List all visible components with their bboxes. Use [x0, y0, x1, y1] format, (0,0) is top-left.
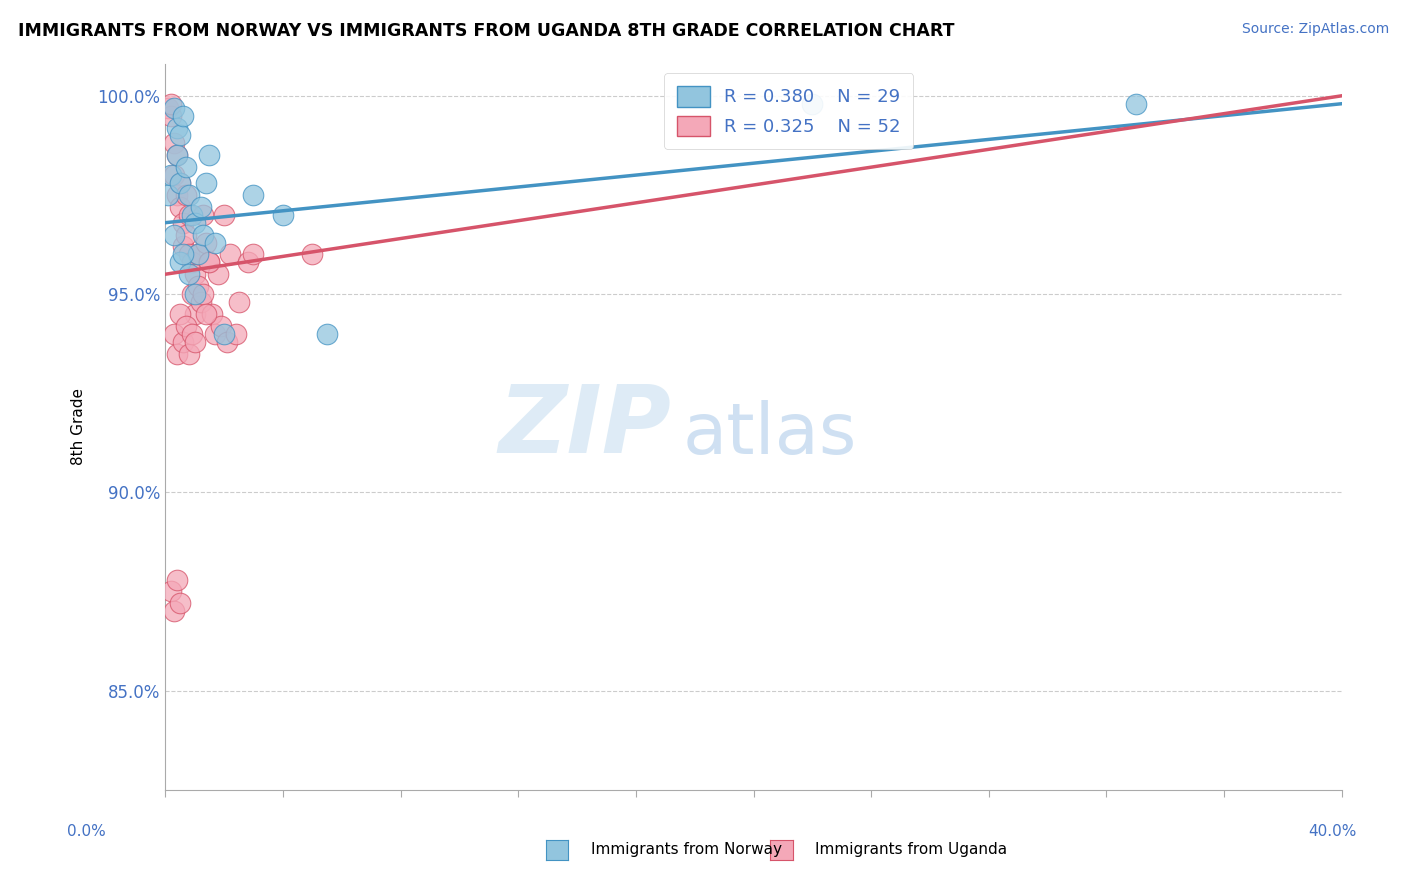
Text: Immigrants from Uganda: Immigrants from Uganda: [815, 842, 1008, 856]
Point: [163, 604, 186, 618]
Point: [169, 200, 191, 214]
Point: [163, 136, 186, 151]
Point: [271, 208, 294, 222]
Point: [157, 188, 180, 202]
Point: [190, 295, 212, 310]
Text: ZIP: ZIP: [498, 381, 671, 473]
Text: 40.0%: 40.0%: [1309, 824, 1357, 839]
Point: [172, 247, 194, 261]
Point: [163, 227, 186, 242]
Point: [180, 255, 202, 269]
Point: [207, 267, 229, 281]
Point: [169, 128, 191, 143]
Point: [174, 227, 197, 242]
Point: [242, 247, 264, 261]
Point: [169, 255, 191, 269]
Point: [187, 279, 209, 293]
Text: Source: ZipAtlas.com: Source: ZipAtlas.com: [1241, 22, 1389, 37]
Y-axis label: 8th Grade: 8th Grade: [72, 388, 86, 466]
Point: [201, 307, 224, 321]
Point: [172, 109, 194, 123]
Point: [166, 188, 188, 202]
Point: [219, 247, 242, 261]
Point: [166, 120, 188, 135]
Point: [204, 326, 226, 341]
Point: [198, 255, 221, 269]
Point: [163, 101, 186, 115]
Point: [195, 235, 218, 250]
Point: [160, 109, 183, 123]
Point: [172, 239, 194, 253]
Point: [183, 287, 205, 301]
Point: [228, 295, 250, 310]
Point: [215, 334, 238, 349]
Point: [193, 227, 215, 242]
Text: IMMIGRANTS FROM NORWAY VS IMMIGRANTS FROM UGANDA 8TH GRADE CORRELATION CHART: IMMIGRANTS FROM NORWAY VS IMMIGRANTS FRO…: [18, 22, 955, 40]
Point: [169, 176, 191, 190]
Legend: R = 0.380    N = 29, R = 0.325    N = 52: R = 0.380 N = 29, R = 0.325 N = 52: [665, 73, 912, 149]
Point: [157, 101, 180, 115]
Point: [195, 176, 218, 190]
Point: [160, 96, 183, 111]
Point: [242, 188, 264, 202]
Text: Immigrants from Norway: Immigrants from Norway: [591, 842, 782, 856]
Point: [177, 247, 200, 261]
Point: [198, 255, 221, 269]
Text: 0.0%: 0.0%: [67, 824, 107, 839]
Point: [195, 307, 218, 321]
Point: [236, 255, 259, 269]
Point: [212, 208, 235, 222]
Point: [187, 247, 209, 261]
Point: [166, 346, 188, 360]
Point: [180, 287, 202, 301]
Point: [204, 235, 226, 250]
Point: [166, 573, 188, 587]
Point: [177, 208, 200, 222]
Point: [174, 160, 197, 174]
Point: [225, 326, 247, 341]
Point: [177, 346, 200, 360]
Point: [212, 326, 235, 341]
Point: [169, 176, 191, 190]
Point: [190, 200, 212, 214]
Point: [209, 318, 232, 333]
Point: [187, 247, 209, 261]
Point: [166, 148, 188, 162]
Point: [177, 267, 200, 281]
Point: [193, 287, 215, 301]
Point: [180, 326, 202, 341]
Point: [160, 584, 183, 599]
Point: [180, 208, 202, 222]
Point: [169, 307, 191, 321]
Point: [177, 188, 200, 202]
Point: [198, 148, 221, 162]
Text: atlas: atlas: [683, 400, 858, 468]
Point: [193, 208, 215, 222]
Point: [166, 148, 188, 162]
Point: [183, 267, 205, 281]
Point: [183, 307, 205, 321]
Point: [301, 247, 323, 261]
Point: [801, 96, 824, 111]
Point: [169, 596, 191, 610]
Point: [316, 326, 339, 341]
Point: [183, 216, 205, 230]
Point: [183, 334, 205, 349]
Point: [163, 326, 186, 341]
Point: [1125, 96, 1147, 111]
Point: [160, 168, 183, 182]
Point: [174, 318, 197, 333]
Point: [163, 168, 186, 182]
Point: [174, 188, 197, 202]
Point: [172, 216, 194, 230]
Point: [172, 334, 194, 349]
